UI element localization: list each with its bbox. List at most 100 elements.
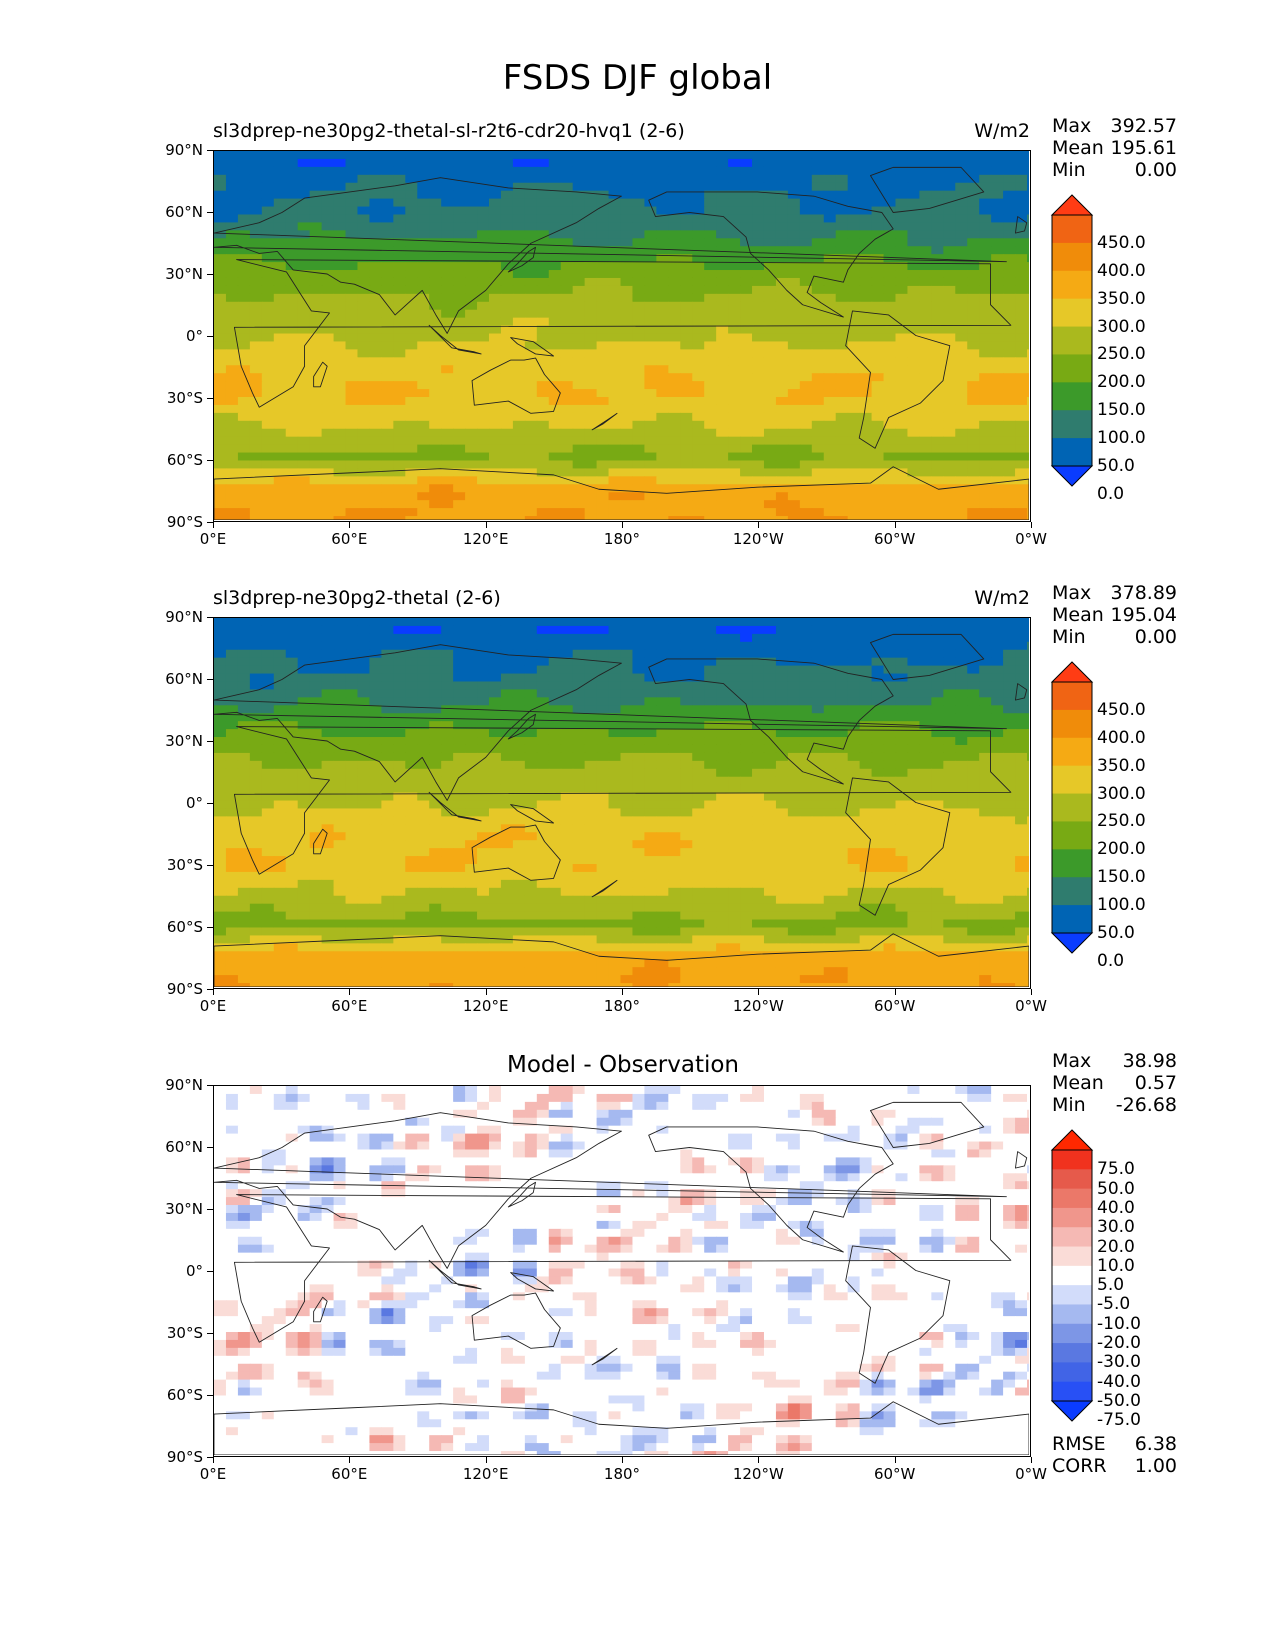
field-cell [955, 254, 968, 263]
field-cell [524, 697, 538, 706]
field-cell [237, 277, 251, 287]
field-cell [1015, 389, 1028, 398]
field-cell [931, 760, 944, 770]
field-cell [536, 190, 550, 200]
field-cell [943, 262, 956, 271]
field-cell [357, 412, 371, 422]
field-cell [381, 641, 394, 651]
field-cell [823, 633, 837, 643]
field-cell [273, 484, 287, 493]
field-cell [668, 222, 681, 231]
field-cell [429, 341, 442, 350]
field-cell [465, 206, 478, 216]
field-cell [823, 277, 837, 287]
field-cell [596, 206, 610, 216]
field-cell [524, 412, 538, 422]
field-cell [512, 657, 526, 667]
field-cell [285, 357, 299, 366]
field-cell [1003, 468, 1016, 477]
field-cell [417, 412, 430, 422]
field-cell [943, 365, 956, 374]
field-cell [465, 214, 478, 224]
field-cell [369, 238, 382, 247]
field-cell [417, 262, 430, 271]
field-cell [488, 784, 502, 794]
field-cell [991, 657, 1004, 667]
field-cell [405, 784, 418, 794]
field-cell [536, 246, 550, 255]
field-cell [1015, 641, 1028, 651]
field-cell [333, 468, 347, 477]
field-cell [943, 737, 956, 746]
field-cell [823, 665, 837, 675]
field-cell [321, 301, 335, 311]
field-cell [799, 174, 813, 184]
field-cell [991, 618, 1004, 627]
field-cell [429, 206, 442, 216]
field-cell [261, 151, 275, 160]
field-cell [883, 784, 897, 794]
field-cell [763, 404, 777, 414]
field-cell [847, 800, 861, 810]
field-cell [572, 468, 586, 477]
field-cell [680, 641, 693, 651]
field-cell [584, 333, 598, 343]
field-cell [692, 436, 705, 446]
field-cell [1003, 784, 1016, 794]
field-cell [763, 641, 777, 651]
field-cell [620, 784, 634, 794]
field-cell [656, 444, 669, 454]
field-cell [548, 476, 562, 485]
field-cell [225, 198, 239, 208]
field-cell [273, 158, 287, 168]
field-cell [357, 341, 371, 350]
field-cell [608, 792, 622, 802]
field-cell [417, 436, 430, 446]
field-cell [560, 182, 574, 192]
field-cell [488, 705, 502, 714]
field-cell [584, 705, 598, 714]
field-cell [620, 744, 634, 754]
field-cell [979, 508, 992, 517]
field-cell [596, 166, 610, 176]
field-cell [548, 309, 562, 319]
field-cell [656, 641, 669, 651]
field-cell [1015, 254, 1028, 263]
field-cell [1015, 444, 1028, 454]
field-cell [369, 428, 382, 438]
field-cell [1003, 673, 1016, 683]
field-cell [369, 254, 382, 263]
field-cell [955, 721, 968, 730]
field-cell [225, 277, 239, 287]
field-cell [500, 436, 514, 446]
field-cell [405, 293, 418, 303]
field-cell [369, 808, 382, 817]
field-cell [297, 492, 311, 501]
field-cell [225, 625, 239, 635]
field-cell [799, 697, 813, 706]
field-cell [919, 689, 932, 698]
field-cell [1015, 500, 1028, 509]
field-cell [823, 166, 837, 176]
field-cell [763, 349, 777, 358]
field-cell [620, 516, 634, 520]
field-cell [668, 397, 681, 406]
field-cell [704, 484, 717, 493]
field-cell [704, 397, 717, 406]
field-cell [225, 729, 239, 738]
field-cell [333, 428, 347, 438]
field-cell [488, 270, 502, 279]
field-cell [632, 246, 646, 255]
field-cell [405, 618, 418, 627]
field-cell [273, 508, 287, 517]
field-cell [357, 262, 371, 271]
field-cell [429, 277, 442, 287]
field-cell [680, 484, 693, 493]
field-cell [381, 285, 394, 295]
field-cell [943, 309, 956, 319]
field-cell [907, 158, 921, 168]
field-cell [943, 246, 956, 255]
field-cell [453, 508, 466, 517]
field-cell [979, 697, 992, 706]
field-cell [261, 262, 275, 271]
